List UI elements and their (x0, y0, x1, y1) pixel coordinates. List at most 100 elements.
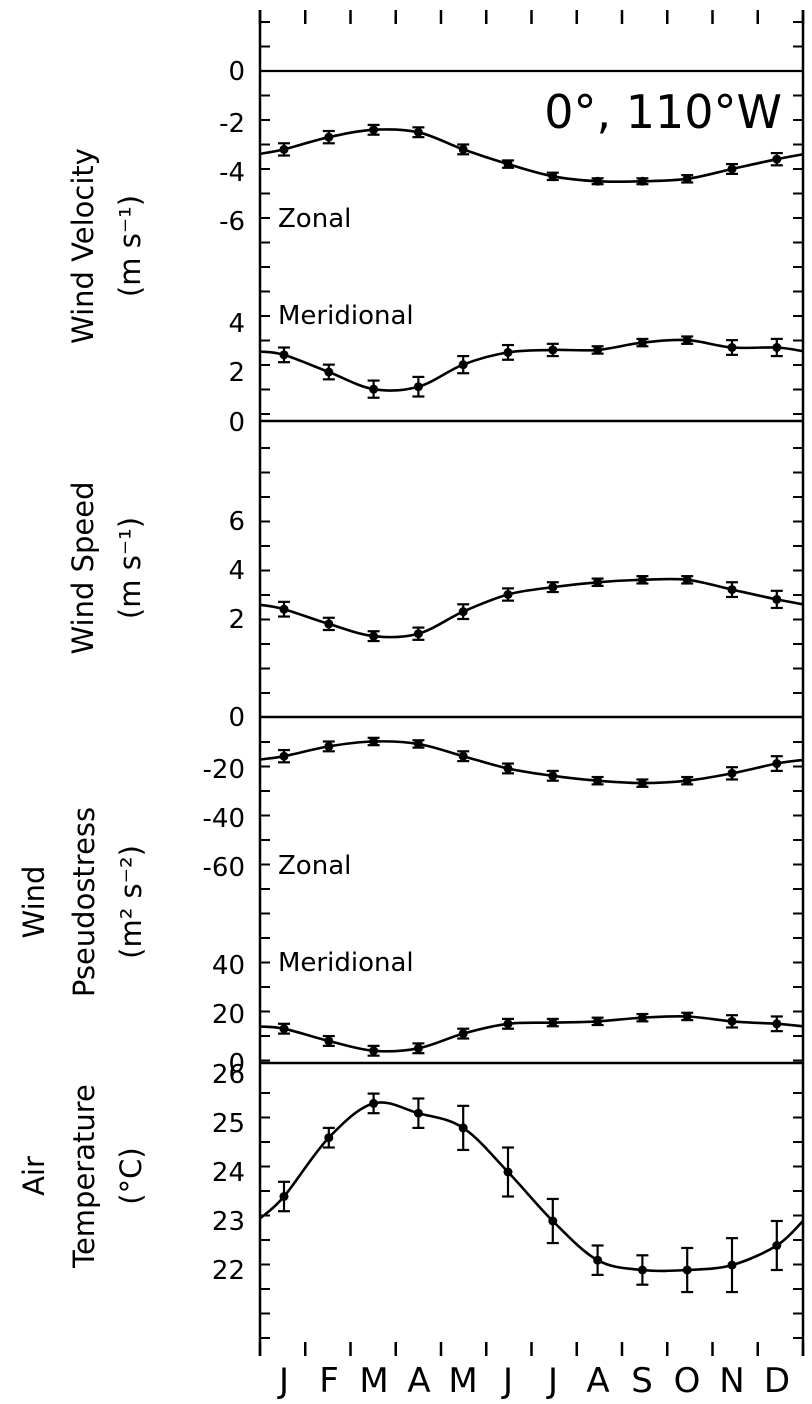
zonal-velocity-annotation: Zonal (278, 204, 351, 234)
wind-pseudostress-data-point (593, 1016, 603, 1026)
wind-speed-ylabel: Wind Speed (66, 481, 100, 654)
wind-pseudostress-data-point (458, 751, 468, 761)
month-label: M (359, 1361, 388, 1401)
month-label: M (448, 1361, 477, 1401)
wind-velocity-data-point (548, 171, 558, 181)
wind-speed-panel: 0 2 4 6 Wind Speed (m s⁻¹) (66, 447, 804, 733)
wind-speed-tick-label: 0 (228, 703, 245, 733)
wind-speed-data-point (413, 629, 423, 639)
wind-pseudostress-data-point (458, 1029, 468, 1039)
wind-velocity-tick-label: 4 (228, 309, 245, 339)
wind-speed-data (259, 575, 804, 643)
wind-pseudostress-tick-label: -60 (203, 853, 245, 883)
wind-velocity-data-point (593, 176, 603, 186)
top-axis-ticks (258, 10, 805, 24)
bottom-axis-ticks (258, 1342, 805, 1356)
wind-speed-data-point (279, 604, 289, 614)
wind-pseudostress-data-point (413, 1043, 423, 1053)
wind-velocity-data-point (772, 343, 782, 352)
month-label: J (277, 1361, 289, 1401)
wind-velocity-data-point (324, 132, 334, 142)
wind-velocity-data-point (503, 347, 513, 357)
wind-velocity-data-point (458, 144, 468, 154)
wind-pseudostress-data-point (682, 776, 692, 786)
air-temperature-tick-label: 26 (212, 1060, 245, 1090)
air-temperature-data-point (637, 1265, 647, 1275)
air-temperature-data-point (413, 1108, 423, 1118)
wind-velocity-tick-label: 2 (228, 358, 245, 388)
wind-pseudostress-data-point (279, 751, 289, 761)
wind-speed-tick-label: 4 (228, 556, 245, 586)
air-temperature-tick-label: 25 (212, 1109, 245, 1139)
zonal-pseudostress-annotation: Zonal (278, 851, 351, 881)
wind-speed-data-point (727, 585, 737, 595)
wind-pseudostress-data-point (503, 763, 513, 773)
wind-velocity-data-point (369, 384, 379, 394)
air-temperature-y-ticks: 22 23 24 25 26 (212, 1060, 803, 1339)
wind-pseudostress-ylabel-line1: Wind (17, 866, 51, 939)
air-temperature-data-point (772, 1241, 782, 1250)
wind-velocity-data-point (727, 343, 737, 352)
air-temperature-tick-label: 24 (212, 1158, 245, 1188)
wind-pseudostress-tick-label: 20 (212, 1000, 245, 1030)
month-label: O (674, 1361, 701, 1401)
wind-pseudostress-data-point (324, 741, 334, 751)
plot-frame (258, 10, 805, 1356)
wind-pseudostress-data-point (548, 771, 558, 781)
air-temperature-data-point (369, 1098, 379, 1108)
air-temperature-data-point (458, 1123, 468, 1133)
month-label: D (764, 1361, 790, 1401)
wind-pseudostress-data-point (727, 1016, 737, 1026)
air-temperature-data-point (279, 1192, 289, 1201)
wind-velocity-data-point (324, 367, 334, 377)
wind-speed-units: (m s⁻¹) (113, 517, 147, 619)
meridional-pseudostress-annotation: Meridional (278, 948, 414, 978)
wind-pseudostress-data-point (369, 737, 379, 746)
wind-speed-data-point (772, 594, 782, 604)
wind-pseudostress-data-point (637, 778, 647, 788)
wind-velocity-data-point (413, 127, 423, 137)
wind-velocity-data-point (413, 382, 423, 392)
wind-speed-data-point (682, 575, 692, 585)
wind-pseudostress-data-point (324, 1036, 334, 1046)
wind-pseudostress-panel: 0 -20 -40 -60 40 20 Zonal Meridional Win… (17, 736, 804, 1079)
wind-pseudostress-data-point (369, 1046, 379, 1056)
wind-velocity-panel: 0 -2 -4 -6 4 2 0 0°, 110°W Zonal Meridio… (66, 21, 804, 438)
wind-speed-data-point (369, 631, 379, 641)
wind-pseudostress-tick-label: -20 (203, 755, 245, 785)
wind-pseudostress-tick-label: -40 (203, 804, 245, 834)
wind-pseudostress-units: (m² s⁻²) (114, 845, 148, 959)
air-temperature-ylabel-line2: Temperature (67, 1084, 101, 1269)
month-label: J (546, 1361, 558, 1401)
wind-pseudostress-data-point (548, 1018, 558, 1028)
wind-pseudostress-data-point (637, 1013, 647, 1023)
wind-velocity-data (259, 123, 804, 399)
month-label: F (319, 1361, 339, 1401)
wind-velocity-tick-label: -2 (219, 109, 245, 139)
wind-pseudostress-data-point (772, 1019, 782, 1029)
air-temperature-data (259, 1092, 804, 1294)
wind-speed-tick-label: 6 (228, 507, 245, 537)
wind-velocity-data-point (369, 125, 379, 135)
wind-velocity-data-point (279, 350, 289, 360)
air-temperature-panel: 22 23 24 25 26 Air Temperature (°C) (17, 1060, 804, 1339)
wind-velocity-tick-label: -4 (219, 158, 245, 188)
wind-velocity-tick-label: 0 (228, 57, 245, 87)
wind-pseudostress-data (259, 736, 804, 1057)
wind-velocity-data-point (637, 176, 647, 186)
air-temperature-tick-label: 22 (212, 1256, 245, 1286)
chart-title: 0°, 110°W (544, 85, 782, 139)
air-temperature-ylabel-line1: Air (17, 1156, 51, 1196)
wind-velocity-data-point (279, 144, 289, 154)
month-label: J (501, 1361, 513, 1401)
wind-velocity-data-point (458, 360, 468, 370)
wind-pseudostress-tick-label: 0 (228, 1049, 245, 1079)
wind-speed-tick-label: 2 (228, 605, 245, 635)
wind-pseudostress-tick-label: 40 (212, 951, 245, 981)
wind-speed-data-point (637, 575, 647, 585)
wind-speed-data-point (458, 607, 468, 617)
wind-speed-y-ticks: 0 2 4 6 (228, 447, 803, 733)
wind-velocity-y-ticks: 0 -2 -4 -6 4 2 0 (219, 21, 803, 438)
wind-pseudostress-data-point (772, 759, 782, 769)
